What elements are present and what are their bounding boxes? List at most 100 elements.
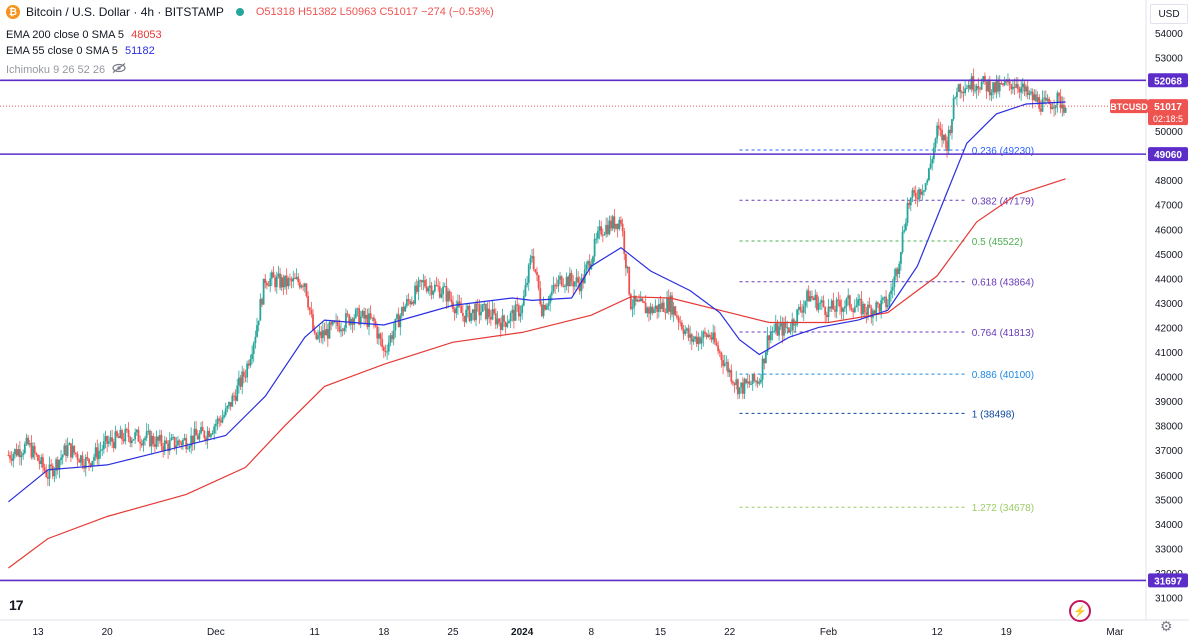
candle-body (633, 295, 636, 308)
candle-body (1021, 83, 1024, 88)
candle-body (50, 464, 53, 466)
candle-body (369, 313, 372, 319)
candle-body (1036, 97, 1039, 102)
fib-level-label: 1 (38498) (972, 409, 1015, 420)
candle-body (1054, 104, 1057, 109)
candle-body (320, 331, 323, 339)
eye-slash-icon[interactable] (112, 63, 126, 76)
candle-body (1013, 86, 1016, 88)
candle-body (443, 286, 446, 288)
candle-body (748, 381, 751, 385)
fib-level-label: 0.764 (41813) (972, 328, 1034, 339)
level-label-bg (1148, 573, 1188, 588)
candle-body (761, 358, 764, 380)
candle-body (384, 350, 387, 352)
candle-body (736, 379, 739, 395)
candle-body (755, 380, 757, 382)
candle-body (807, 290, 810, 302)
candle-body (825, 314, 828, 318)
candle-body (763, 358, 766, 364)
candle-body (949, 129, 952, 134)
candle-body (353, 317, 356, 325)
candle-body (432, 291, 435, 295)
candle-body (987, 81, 990, 92)
candle-body (18, 449, 21, 458)
candle-body (982, 76, 985, 83)
candle-body (595, 238, 598, 240)
candle-body (458, 301, 461, 306)
candle-body (756, 380, 759, 384)
candle-body (295, 276, 298, 279)
tradingview-logo-icon[interactable]: 17 (9, 597, 24, 613)
symbol-tag-bg (1110, 99, 1148, 114)
candle-body (130, 440, 133, 444)
candle-body (794, 324, 797, 326)
candle-body (254, 336, 257, 344)
change-value: −274 (−0.53%) (421, 6, 494, 18)
candle-body (394, 318, 397, 331)
ema200-legend[interactable]: EMA 200 close 0 SMA 5 48053 (6, 29, 162, 41)
candle-body (585, 264, 588, 270)
candle-body (600, 226, 603, 235)
fib-level-label: 0.886 (40100) (972, 370, 1034, 381)
candle-body (717, 345, 720, 352)
candle-body (126, 429, 128, 431)
candle-body (1020, 87, 1023, 93)
candle-body (722, 360, 724, 366)
candle-body (481, 304, 484, 312)
fib-level-label: 0.5 (45522) (972, 237, 1023, 248)
candle-body (506, 323, 509, 327)
candle-body (903, 230, 906, 232)
currency-button[interactable]: USD (1150, 4, 1188, 24)
time-tick-label: 12 (932, 627, 944, 638)
candle-body (997, 80, 999, 92)
candle-body (906, 202, 909, 223)
ema200-line (8, 178, 1066, 569)
gear-icon[interactable]: ⚙ (1160, 618, 1173, 634)
ema200-value: 48053 (131, 29, 162, 41)
candle-body (628, 267, 631, 295)
candle-body (1056, 92, 1059, 105)
candle-body (491, 309, 494, 320)
candle-body (206, 430, 209, 441)
candle-body (292, 277, 295, 282)
ema55-value: 51182 (124, 45, 155, 57)
candle-body (674, 306, 677, 316)
candle-body (1051, 107, 1054, 110)
lightning-icon[interactable]: ⚡ (1069, 600, 1091, 622)
candle-body (468, 305, 471, 321)
candle-body (93, 456, 95, 461)
candle-body (30, 443, 33, 458)
candle-body (750, 383, 752, 385)
candle-body (728, 369, 731, 373)
candle-body (280, 277, 283, 288)
symbol-title[interactable]: Bitcoin / U.S. Dollar · 4h · BITSTAMP (26, 5, 224, 19)
candle-body (616, 223, 619, 230)
candle-body (992, 82, 995, 93)
candle-body (478, 304, 481, 316)
candle-body (51, 465, 54, 477)
candle-body (285, 275, 288, 287)
price-tick-label: 45000 (1155, 250, 1183, 261)
candle-body (376, 326, 379, 339)
ema55-legend[interactable]: EMA 55 close 0 SMA 5 51182 (6, 45, 155, 57)
ichimoku-legend[interactable]: Ichimoku 9 26 52 26 (6, 63, 126, 76)
candle-body (1039, 108, 1042, 112)
candle-body (127, 429, 130, 438)
candle-body (445, 286, 448, 302)
candle-body (1010, 84, 1013, 90)
candle-body (358, 308, 361, 325)
candle-body (648, 307, 650, 314)
candle-body (514, 304, 517, 321)
price-tick-label: 50000 (1155, 127, 1183, 138)
candle-body (527, 264, 530, 283)
candle-body (745, 379, 748, 384)
candle-body (657, 303, 660, 312)
candle-body (774, 323, 777, 331)
candle-body (799, 307, 802, 311)
candle-body (937, 125, 940, 129)
price-tick-label: 42000 (1155, 323, 1183, 334)
candle-body (559, 276, 561, 280)
candle-body (827, 306, 830, 318)
